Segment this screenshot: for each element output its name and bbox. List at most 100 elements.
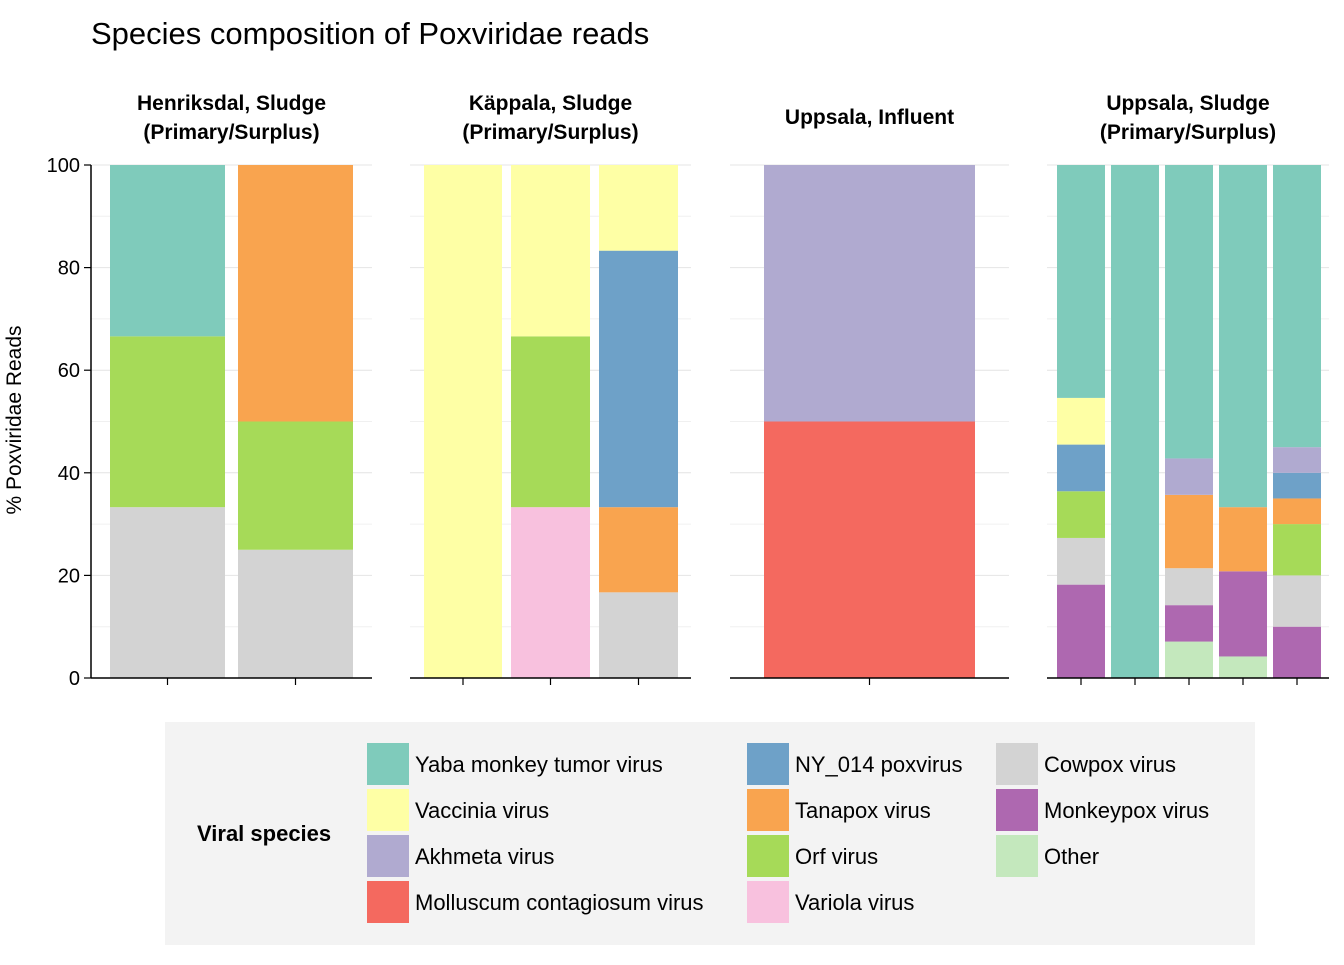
- facet-title: Henriksdal, Sludge: [137, 92, 326, 115]
- bar-segment: [599, 250, 678, 508]
- legend-entry: Cowpox virus: [996, 743, 1176, 785]
- facet-title: (Primary/Surplus): [1100, 121, 1276, 144]
- bar-segment: [424, 165, 502, 678]
- legend-label: Yaba monkey tumor virus: [415, 752, 663, 777]
- legend-label: Cowpox virus: [1044, 752, 1176, 777]
- bar-segment: [1219, 656, 1267, 678]
- legend-swatch: [367, 881, 409, 923]
- bar-segment: [1273, 524, 1321, 576]
- bar-segment: [1165, 458, 1213, 495]
- bar-segment: [1057, 584, 1105, 678]
- facet-title: (Primary/Surplus): [143, 121, 319, 144]
- legend-entry: Molluscum contagiosum virus: [367, 881, 704, 923]
- stacked-bar: [599, 165, 678, 678]
- bar-segment: [764, 421, 975, 678]
- legend-swatch: [996, 835, 1038, 877]
- legend-label: Vaccinia virus: [415, 798, 549, 823]
- legend-swatch: [747, 789, 789, 831]
- facet-panel: Uppsala, Influent: [730, 106, 1009, 685]
- legend-entry: Orf virus: [747, 835, 878, 877]
- bar-segment: [511, 507, 590, 678]
- y-tick-label: 80: [58, 258, 80, 280]
- stacked-bar: [1219, 165, 1267, 678]
- legend-swatch: [747, 835, 789, 877]
- bar-segment: [1273, 447, 1321, 473]
- legend-background: [165, 722, 1255, 945]
- panels: Henriksdal, Sludge(Primary/Surplus)Käppa…: [91, 92, 1329, 685]
- legend-swatch: [747, 881, 789, 923]
- y-axis: 0 20 40 60 80 100: [47, 155, 92, 690]
- legend-label: Variola virus: [795, 890, 914, 915]
- legend-entry: Variola virus: [747, 881, 914, 923]
- bar-segment: [599, 507, 678, 593]
- bar-segment: [238, 549, 353, 678]
- facet-title: Uppsala, Influent: [785, 106, 954, 129]
- bar-segment: [110, 507, 225, 678]
- facet-panel: Käppala, Sludge (Primary/Surplus): [410, 92, 691, 685]
- legend-title: Viral species: [197, 821, 331, 846]
- stacked-bar: [511, 165, 590, 678]
- stacked-bar: [1273, 165, 1321, 678]
- bar-segment: [1273, 472, 1321, 499]
- legend-entry: NY_014 poxvirus: [747, 743, 963, 785]
- stacked-bar: [1165, 165, 1213, 678]
- legend-swatch: [367, 743, 409, 785]
- bar-segment: [599, 592, 678, 678]
- bar-segment: [1273, 165, 1321, 448]
- bar-segment: [1165, 641, 1213, 678]
- bar-segment: [1057, 165, 1105, 398]
- legend-label: Orf virus: [795, 844, 878, 869]
- bar-segment: [1165, 605, 1213, 642]
- legend-swatch: [367, 789, 409, 831]
- bar-segment: [110, 336, 225, 508]
- facet-title: Uppsala, Sludge: [1106, 92, 1269, 115]
- legend-swatch: [747, 743, 789, 785]
- legend-entry: Akhmeta virus: [367, 835, 554, 877]
- bar-segment: [1219, 571, 1267, 657]
- bar-segment: [511, 165, 590, 337]
- bar-segment: [1165, 568, 1213, 606]
- legend-entry: Other: [996, 835, 1099, 877]
- legend-label: Tanapox virus: [795, 798, 931, 823]
- bar-segment: [1165, 165, 1213, 459]
- bar-segment: [1057, 491, 1105, 538]
- bar-segment: [511, 336, 590, 508]
- legend-entry: Yaba monkey tumor virus: [367, 743, 663, 785]
- facet-panel: Uppsala, Sludge (Primary/Surplus): [1047, 92, 1329, 685]
- legend-swatch: [996, 789, 1038, 831]
- legend-label: NY_014 poxvirus: [795, 752, 963, 777]
- bar-segment: [764, 165, 975, 422]
- stacked-bar: [1111, 165, 1159, 678]
- stacked-bar: [424, 165, 502, 678]
- y-tick-label: 20: [58, 565, 80, 587]
- bar-segment: [238, 165, 353, 422]
- bar-segment: [1165, 494, 1213, 569]
- bar-segment: [1057, 397, 1105, 445]
- legend-swatch: [996, 743, 1038, 785]
- y-tick-label: 100: [47, 155, 80, 177]
- facet-title: Käppala, Sludge: [469, 92, 632, 115]
- legend-entry: Tanapox virus: [747, 789, 931, 831]
- bar-segment: [1219, 165, 1267, 508]
- bar-segment: [1273, 626, 1321, 678]
- stacked-bar: [110, 165, 225, 678]
- facet-title: (Primary/Surplus): [462, 121, 638, 144]
- bar-segment: [110, 165, 225, 337]
- legend-entry: Monkeypox virus: [996, 789, 1209, 831]
- legend-label: Monkeypox virus: [1044, 798, 1209, 823]
- legend-entry: Vaccinia virus: [367, 789, 549, 831]
- bar-segment: [1111, 165, 1159, 678]
- legend-label: Other: [1044, 844, 1099, 869]
- legend-label: Akhmeta virus: [415, 844, 554, 869]
- y-tick-label: 40: [58, 463, 80, 485]
- bar-segment: [1273, 575, 1321, 627]
- stacked-bar: [238, 165, 353, 678]
- bar-segment: [599, 165, 678, 251]
- stacked-bar: [1057, 165, 1105, 678]
- facet-panel: Henriksdal, Sludge (Primary/Surplus): [91, 92, 372, 685]
- chart-title: Species composition of Poxviridae reads: [91, 16, 649, 51]
- stacked-bar: [764, 165, 975, 678]
- bar-segment: [1273, 498, 1321, 525]
